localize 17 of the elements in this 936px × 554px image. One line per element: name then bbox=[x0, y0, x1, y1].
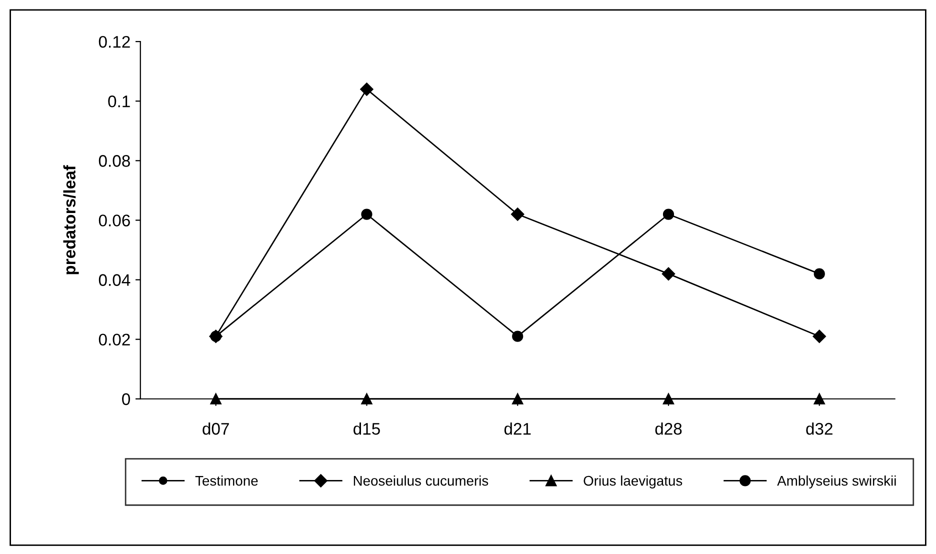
y-tick-label: 0 bbox=[122, 393, 130, 406]
x-tick-label: d15 bbox=[354, 422, 380, 435]
y-tick-label: 0.1 bbox=[108, 96, 130, 108]
y-tick-label: 0.04 bbox=[98, 274, 130, 286]
y-tick-label: 0.06 bbox=[98, 214, 130, 226]
x-tick-label: d21 bbox=[504, 422, 531, 435]
x-tick-label: d07 bbox=[202, 422, 229, 435]
y-axis-title: predators/leaf bbox=[63, 165, 79, 274]
legend-label: Amblyseius swirskii bbox=[777, 476, 896, 488]
y-tick-label: 0.12 bbox=[98, 36, 130, 48]
y-tick-label: 0.02 bbox=[98, 334, 130, 346]
legend-label: Testimone bbox=[195, 476, 258, 486]
y-tick-label: 0.08 bbox=[98, 155, 130, 167]
x-tick-label: d32 bbox=[806, 422, 832, 435]
legend-label: Neoseiulus cucumeris bbox=[354, 476, 488, 486]
legend-label: Orius laevigatus bbox=[584, 476, 682, 488]
x-tick-label: d28 bbox=[655, 422, 682, 435]
